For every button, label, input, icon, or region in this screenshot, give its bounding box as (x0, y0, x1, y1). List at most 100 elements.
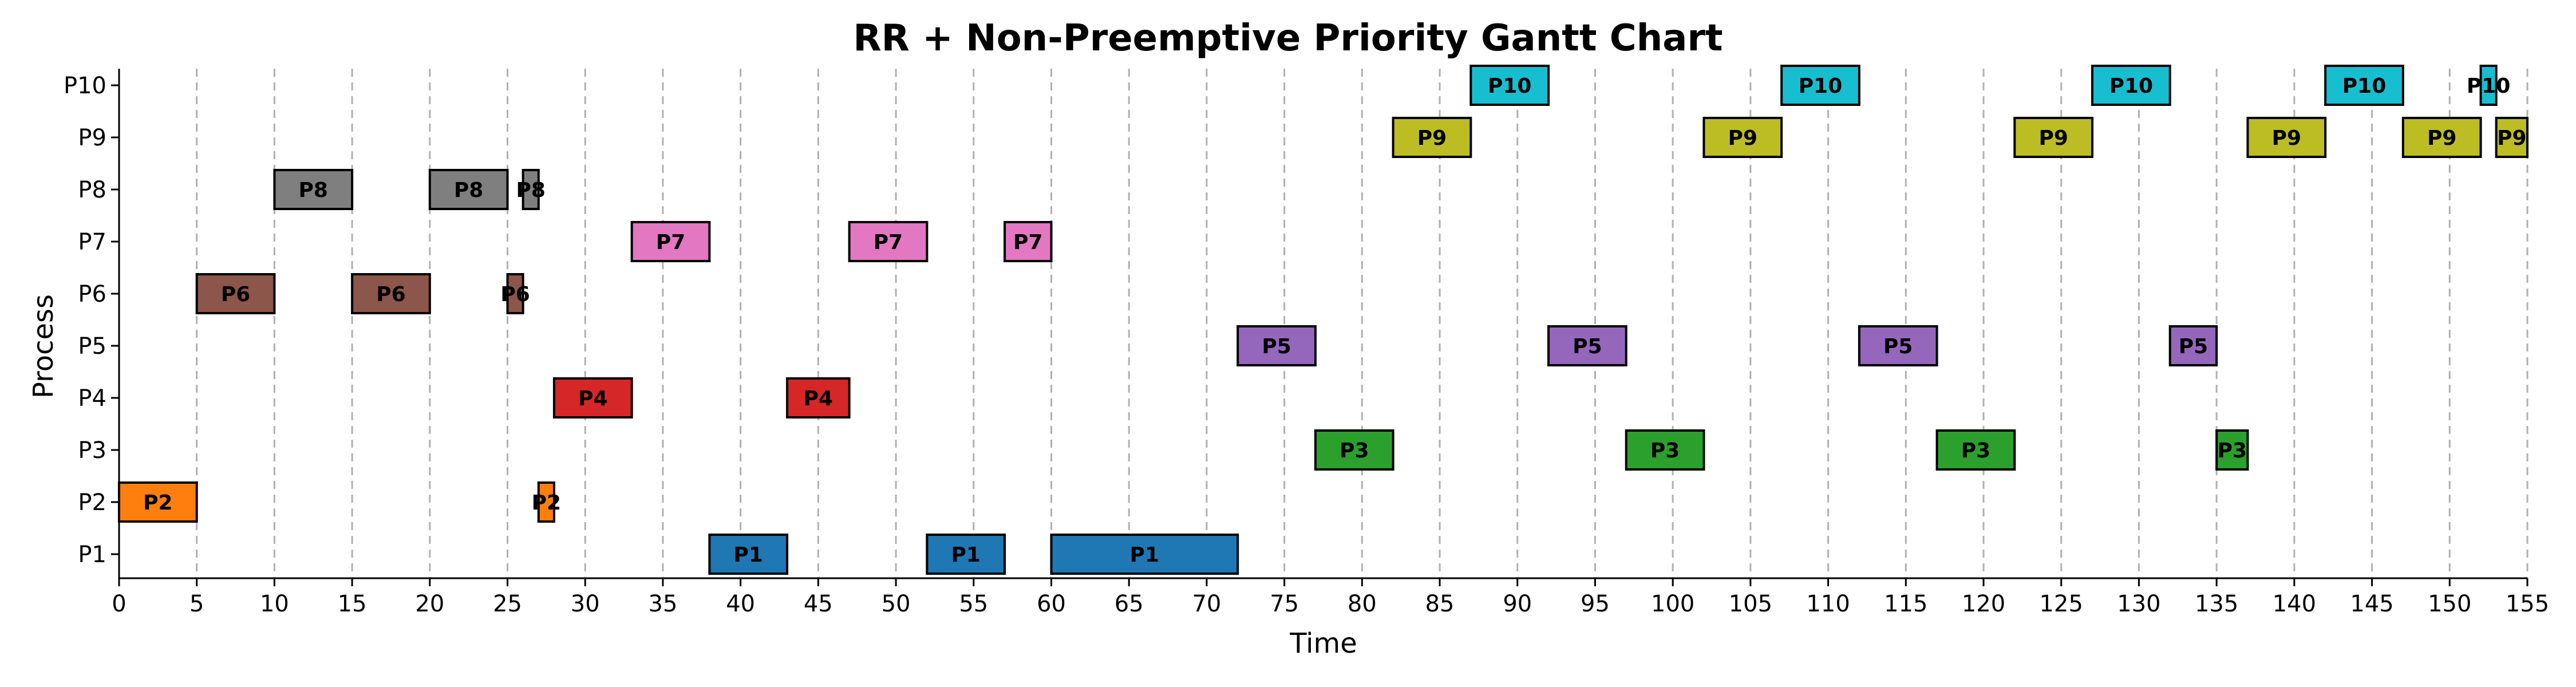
bar-p7-9 (630, 221, 711, 262)
x-tick-label-65: 65 (1115, 591, 1144, 617)
x-tick-label-85: 85 (1425, 591, 1455, 617)
bar-label-p10-27: P10 (2109, 74, 2153, 98)
x-tick-label-70: 70 (1192, 591, 1221, 617)
bar-p9-32 (2401, 117, 2482, 158)
bar-label-p5-24: P5 (1883, 335, 1913, 358)
bar-label-p6-1: P6 (221, 283, 250, 306)
bar-p6-5 (506, 273, 524, 314)
bar-label-p4-11: P4 (804, 387, 833, 410)
x-tick-label-60: 60 (1037, 591, 1066, 617)
x-tick-label-135: 135 (2195, 591, 2238, 617)
x-tick-label-5: 5 (189, 591, 204, 617)
x-tick-label-110: 110 (1806, 591, 1850, 617)
bar-label-p8-6: P8 (516, 179, 546, 202)
x-tick-label-105: 105 (1729, 591, 1772, 617)
bar-p9-26 (2013, 117, 2094, 158)
bar-p10-33 (2479, 65, 2498, 106)
bar-p10-31 (2324, 65, 2404, 106)
bar-p1-13 (926, 534, 1006, 575)
x-tick-label-35: 35 (649, 591, 678, 617)
x-tick-label-100: 100 (1651, 591, 1694, 617)
x-tick-label-45: 45 (804, 591, 833, 617)
bar-label-p8-2: P8 (299, 179, 328, 202)
bar-p5-16 (1236, 325, 1317, 366)
chart-title: RR + Non-Preemptive Priority Gantt Chart (853, 17, 1722, 60)
x-axis-label: Time (1289, 627, 1357, 660)
bar-label-p10-19: P10 (1488, 74, 1531, 98)
bar-label-p9-34: P9 (2497, 127, 2526, 150)
x-tick-label-145: 145 (2350, 591, 2393, 617)
bar-p3-17 (1314, 429, 1394, 471)
bars-layer: P2 P6 P8 P6 P8 P6 P8 P2 P4 P7 P1 P4 P7 P1 P7 P1 P5 P3 P9 P1… (118, 65, 2529, 575)
bar-label-p1-10: P1 (734, 543, 763, 567)
x-tick-label-155: 155 (2506, 591, 2549, 617)
bar-label-p5-20: P5 (1573, 335, 1602, 358)
bar-label-p10-33: P10 (2467, 74, 2510, 98)
x-tick-label-50: 50 (882, 591, 911, 617)
bar-p3-25 (1935, 429, 2016, 471)
bar-p8-4 (428, 169, 509, 210)
bar-label-p5-28: P5 (2179, 335, 2208, 358)
y-tick-label-p10: P10 (64, 73, 106, 99)
x-tick-label-0: 0 (112, 591, 126, 617)
y-tick-label-p4: P4 (78, 385, 106, 412)
bar-p9-18 (1392, 117, 1472, 158)
bar-p9-34 (2495, 117, 2529, 158)
x-tick-label-80: 80 (1348, 591, 1377, 617)
bar-p8-6 (521, 169, 540, 210)
bar-label-p9-22: P9 (1728, 127, 1757, 150)
bar-label-p3-21: P3 (1650, 439, 1680, 463)
bar-label-p1-15: P1 (1130, 543, 1159, 567)
bar-p10-19 (1469, 65, 1550, 106)
bar-p1-15 (1050, 534, 1239, 575)
x-tick-label-30: 30 (571, 591, 600, 617)
x-tick-label-20: 20 (415, 591, 444, 617)
bar-p3-21 (1625, 429, 1705, 471)
y-tick-label-p5: P5 (78, 333, 106, 360)
x-tick-label-115: 115 (1884, 591, 1927, 617)
bar-label-p2-0: P2 (143, 491, 172, 515)
bar-p6-3 (351, 273, 431, 314)
bar-label-p3-25: P3 (1961, 439, 1990, 463)
x-tick-label-75: 75 (1270, 591, 1299, 617)
bar-p7-14 (1003, 221, 1053, 262)
bar-label-p5-16: P5 (1262, 335, 1291, 358)
bar-label-p8-4: P8 (454, 179, 483, 202)
bar-label-p3-29: P3 (2218, 439, 2247, 463)
bar-label-p1-13: P1 (951, 543, 981, 567)
y-tick-label-p6: P6 (78, 281, 106, 307)
bar-p1-10 (708, 534, 789, 575)
y-tick-label-p3: P3 (78, 437, 106, 464)
bar-label-p9-30: P9 (2272, 127, 2301, 150)
bar-p2-7 (537, 481, 555, 523)
y-tick-label-p1: P1 (78, 542, 106, 568)
axes-layer: 0 5 10 15 20 25 30 35 40 45 50 55 60 65 70 75 80 85 90 95 10… (64, 69, 2549, 617)
bar-label-p7-12: P7 (874, 231, 903, 254)
bar-p5-28 (2168, 325, 2218, 366)
bar-label-p6-5: P6 (500, 283, 530, 306)
x-tick-label-150: 150 (2428, 591, 2471, 617)
grid-layer (118, 69, 2528, 578)
y-tick-label-p8: P8 (78, 177, 106, 203)
x-tick-label-90: 90 (1503, 591, 1532, 617)
x-tick-label-55: 55 (959, 591, 988, 617)
x-tick-label-140: 140 (2273, 591, 2316, 617)
x-tick-label-120: 120 (1962, 591, 2005, 617)
x-tick-label-25: 25 (493, 591, 522, 617)
bar-p10-27 (2091, 65, 2171, 106)
x-tick-label-40: 40 (726, 591, 755, 617)
bar-p6-1 (195, 273, 276, 314)
x-tick-label-10: 10 (260, 591, 289, 617)
x-tick-label-95: 95 (1581, 591, 1610, 617)
y-tick-label-p2: P2 (78, 489, 106, 516)
bar-label-p10-23: P10 (1799, 74, 1842, 98)
bar-p8-2 (273, 169, 354, 210)
bar-p9-30 (2246, 117, 2327, 158)
bar-label-p10-31: P10 (2342, 74, 2386, 98)
x-tick-label-125: 125 (2040, 591, 2083, 617)
bar-p9-22 (1702, 117, 1783, 158)
bar-label-p9-18: P9 (1417, 127, 1447, 150)
bar-label-p9-32: P9 (2427, 127, 2456, 150)
